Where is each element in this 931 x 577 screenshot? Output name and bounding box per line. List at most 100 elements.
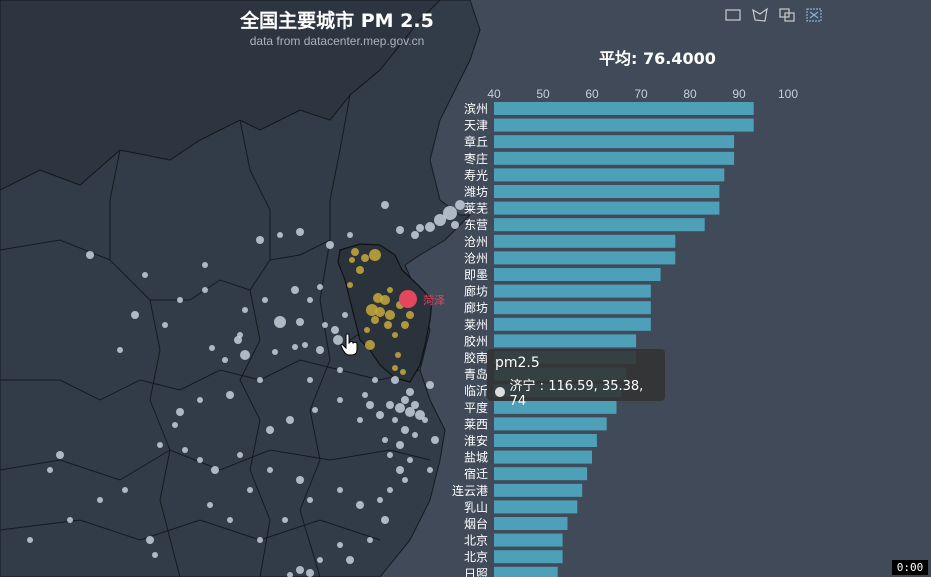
- bar[interactable]: [494, 334, 637, 348]
- selected-city-point[interactable]: [364, 327, 370, 333]
- bar[interactable]: [494, 317, 651, 331]
- city-point[interactable]: [302, 342, 308, 348]
- city-point[interactable]: [401, 426, 409, 434]
- city-point[interactable]: [142, 272, 148, 278]
- city-point[interactable]: [197, 457, 203, 463]
- city-point[interactable]: [277, 232, 283, 238]
- bar[interactable]: [494, 550, 563, 564]
- city-point[interactable]: [257, 377, 263, 383]
- city-point[interactable]: [122, 487, 128, 493]
- city-point[interactable]: [387, 452, 393, 458]
- selected-city-point[interactable]: [375, 307, 385, 317]
- bar[interactable]: [494, 168, 725, 182]
- city-point[interactable]: [266, 426, 274, 434]
- city-point[interactable]: [237, 452, 243, 458]
- city-point[interactable]: [396, 441, 404, 449]
- city-point[interactable]: [274, 316, 286, 328]
- selected-city-point[interactable]: [384, 321, 392, 329]
- clear-selection-icon[interactable]: [805, 6, 823, 24]
- selected-city-point[interactable]: [406, 311, 414, 319]
- selected-city-point[interactable]: [401, 321, 409, 329]
- city-point[interactable]: [451, 221, 459, 229]
- bar[interactable]: [494, 517, 568, 530]
- rect-select-icon[interactable]: [724, 6, 742, 24]
- city-point[interactable]: [86, 251, 94, 259]
- city-point[interactable]: [396, 226, 404, 234]
- bar[interactable]: [494, 234, 676, 248]
- bar[interactable]: [494, 251, 676, 265]
- city-point[interactable]: [401, 396, 409, 404]
- city-point[interactable]: [287, 572, 293, 577]
- city-point[interactable]: [227, 517, 233, 523]
- bar[interactable]: [494, 102, 754, 115]
- city-point[interactable]: [176, 408, 184, 416]
- city-point[interactable]: [357, 417, 363, 423]
- city-point[interactable]: [209, 345, 215, 351]
- city-point[interactable]: [326, 241, 334, 249]
- highlighted-city-point[interactable]: [399, 290, 417, 308]
- city-point[interactable]: [412, 432, 418, 438]
- bar[interactable]: [494, 284, 651, 298]
- selected-city-point[interactable]: [392, 332, 398, 338]
- bar[interactable]: [494, 434, 597, 447]
- city-point[interactable]: [182, 447, 188, 453]
- selected-city-point[interactable]: [385, 310, 395, 320]
- selected-city-point[interactable]: [392, 365, 398, 371]
- bar[interactable]: [494, 135, 735, 149]
- city-point[interactable]: [202, 287, 208, 293]
- city-point[interactable]: [131, 311, 139, 319]
- city-point[interactable]: [377, 497, 383, 503]
- city-point[interactable]: [262, 297, 268, 303]
- bar[interactable]: [494, 500, 578, 514]
- city-point[interactable]: [27, 537, 33, 543]
- selected-city-point[interactable]: [347, 282, 353, 288]
- polygon-select-icon[interactable]: [751, 6, 769, 24]
- city-point[interactable]: [416, 224, 424, 232]
- city-point[interactable]: [337, 367, 343, 373]
- selected-city-point[interactable]: [369, 249, 381, 261]
- city-point[interactable]: [407, 457, 413, 463]
- city-point[interactable]: [296, 566, 304, 574]
- keep-selection-icon[interactable]: [778, 6, 796, 24]
- city-point[interactable]: [257, 537, 263, 543]
- scatter-layer[interactable]: [27, 200, 465, 577]
- city-point[interactable]: [286, 416, 294, 424]
- city-point[interactable]: [387, 487, 393, 493]
- city-point[interactable]: [256, 236, 264, 244]
- city-point[interactable]: [406, 388, 414, 396]
- city-point[interactable]: [382, 437, 388, 443]
- selected-city-point[interactable]: [395, 352, 401, 358]
- city-point[interactable]: [307, 377, 313, 383]
- selected-city-point[interactable]: [387, 287, 393, 293]
- selected-city-point[interactable]: [366, 304, 378, 316]
- city-point[interactable]: [415, 410, 425, 420]
- city-point[interactable]: [272, 349, 278, 355]
- city-point[interactable]: [342, 312, 348, 318]
- selected-city-point[interactable]: [380, 295, 390, 305]
- city-point[interactable]: [386, 401, 394, 409]
- selected-city-point[interactable]: [351, 248, 359, 256]
- city-point[interactable]: [455, 200, 465, 210]
- city-point[interactable]: [267, 467, 273, 473]
- city-point[interactable]: [282, 517, 288, 523]
- bar[interactable]: [494, 483, 583, 497]
- city-point[interactable]: [316, 346, 324, 354]
- city-point[interactable]: [333, 335, 343, 345]
- city-point[interactable]: [443, 206, 457, 220]
- city-point[interactable]: [177, 297, 183, 303]
- city-point[interactable]: [207, 502, 213, 508]
- city-point[interactable]: [296, 228, 304, 236]
- city-point[interactable]: [402, 477, 408, 483]
- city-point[interactable]: [366, 401, 374, 409]
- bar[interactable]: [494, 118, 754, 132]
- city-point[interactable]: [242, 307, 248, 313]
- city-point[interactable]: [411, 231, 419, 239]
- city-point[interactable]: [306, 569, 314, 577]
- bar-chart[interactable]: 40 50 60 70 80 90 100 滨州天津章丘枣庄寿光潍坊莱芜东营沧州沧州即墨廊坊廊…: [440, 80, 860, 577]
- city-point[interactable]: [240, 350, 250, 360]
- city-point[interactable]: [97, 497, 103, 503]
- city-point[interactable]: [331, 326, 339, 334]
- selected-city-point[interactable]: [361, 254, 369, 262]
- city-point[interactable]: [222, 357, 228, 363]
- selected-city-point[interactable]: [356, 266, 364, 274]
